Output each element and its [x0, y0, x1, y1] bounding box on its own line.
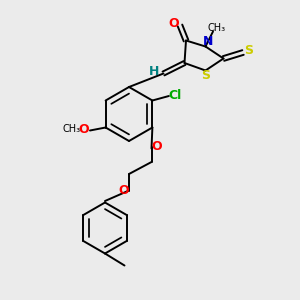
- Text: Cl: Cl: [168, 88, 182, 102]
- Text: CH₃: CH₃: [62, 124, 80, 134]
- Text: CH₃: CH₃: [208, 23, 226, 33]
- Text: O: O: [152, 140, 162, 153]
- Text: N: N: [202, 35, 213, 48]
- Text: O: O: [118, 184, 129, 197]
- Text: S: S: [202, 69, 211, 82]
- Text: O: O: [78, 123, 89, 136]
- Text: O: O: [168, 17, 179, 30]
- Text: H: H: [149, 64, 159, 78]
- Text: S: S: [244, 44, 253, 58]
